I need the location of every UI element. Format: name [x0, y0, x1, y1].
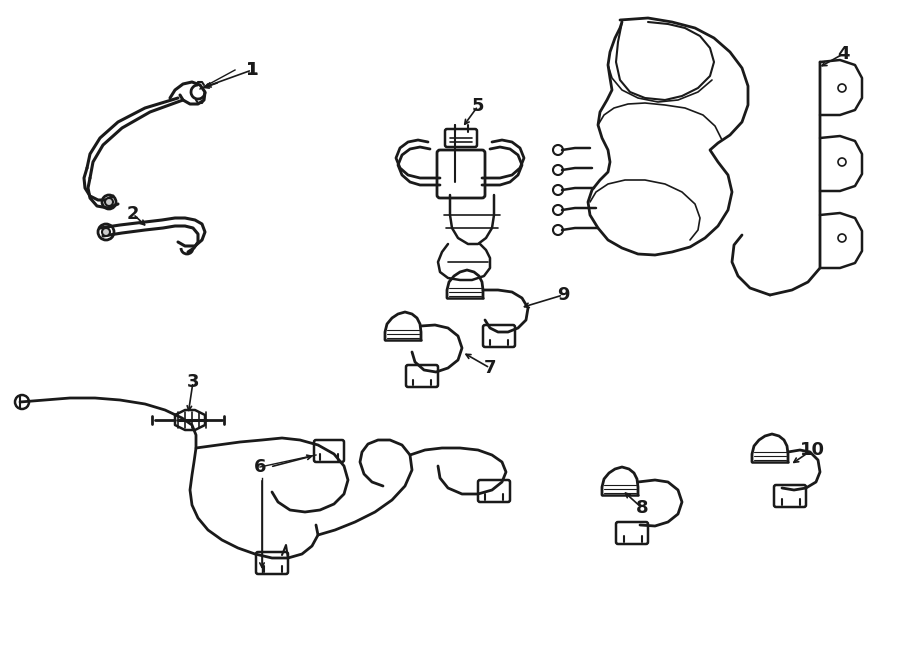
Text: 5: 5 — [472, 97, 484, 115]
Circle shape — [102, 228, 110, 236]
Text: 3: 3 — [187, 373, 199, 391]
Text: 9: 9 — [557, 286, 569, 304]
Text: 1: 1 — [246, 61, 258, 79]
Circle shape — [105, 198, 113, 206]
Text: 7: 7 — [484, 359, 496, 377]
Text: 6: 6 — [254, 458, 266, 476]
Text: 2: 2 — [127, 205, 140, 223]
Text: 8: 8 — [635, 499, 648, 517]
Text: 10: 10 — [799, 441, 824, 459]
Text: 4: 4 — [837, 45, 850, 63]
Text: 1: 1 — [246, 61, 258, 79]
Text: 1: 1 — [246, 61, 258, 79]
